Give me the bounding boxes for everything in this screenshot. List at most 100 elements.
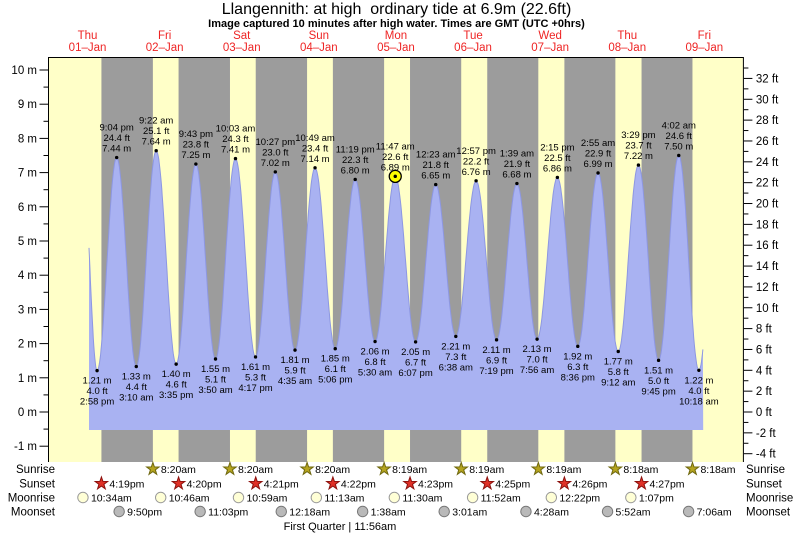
astro-row-label-right-sunset: Sunset — [746, 479, 783, 491]
tide-annotation-line: 1.22 m — [684, 375, 713, 386]
low-tide-annotation: 2.21 m7.3 ft6:38 am — [439, 334, 473, 373]
moonset-time: 4:28am — [534, 506, 569, 518]
tide-annotation-line: 23.7 ft — [625, 141, 652, 152]
tide-annotation-line: 23.0 ft — [262, 147, 289, 158]
day-label-date: 02–Jan — [146, 42, 184, 54]
moonrise-icon — [232, 491, 245, 504]
tide-annotation-line: 3:50 am — [198, 385, 232, 396]
low-tide-annotation: 1.33 m4.4 ft3:10 am — [119, 364, 154, 404]
tide-annotation-line: 2.21 m — [441, 341, 470, 352]
tide-point-dot — [154, 149, 158, 153]
tide-point-dot — [656, 358, 661, 363]
tide-annotation-line: 25.1 ft — [143, 126, 170, 137]
tide-annotation-line: 6.99 m — [584, 159, 613, 170]
tide-annotation-line: 1.92 m — [563, 351, 592, 362]
tide-annotation-line: 7.41 m — [221, 145, 250, 156]
tide-point-dot — [515, 181, 519, 186]
tide-annotation-line: 1.40 m — [162, 369, 191, 380]
tide-annotation-line: 7.22 m — [624, 151, 653, 162]
day-label-dow: Thu — [617, 30, 637, 42]
y-axis-right-label: 28 ft — [756, 115, 779, 127]
moonset-icon — [520, 505, 532, 518]
moonrise-time: 10:34am — [91, 492, 132, 504]
tide-annotation-line: 4.6 ft — [166, 380, 187, 391]
tide-annotation-line: 23.8 ft — [183, 140, 210, 151]
sunrise-icon — [607, 460, 624, 476]
tide-annotation-line: 5.8 ft — [608, 367, 629, 378]
day-label-date: 05–Jan — [377, 42, 415, 54]
tide-point-dot — [454, 334, 458, 339]
tide-annotation-line: 6.65 m — [421, 171, 450, 182]
tide-annotation-line: 22.9 ft — [585, 148, 612, 159]
day-label-dow: Sat — [233, 30, 251, 42]
sunset-time: 4:19pm — [109, 478, 144, 490]
tide-point-dot — [353, 177, 357, 182]
tide-annotation-line: 7.3 ft — [445, 352, 466, 363]
sunset-time: 4:21pm — [264, 478, 299, 490]
tide-annotation-line: 2:58 pm — [80, 397, 114, 408]
moonrise-time: 11:30am — [402, 492, 442, 504]
moonrise-icon — [388, 491, 401, 504]
tide-point-dot — [293, 348, 297, 352]
y-axis-left-label: 1 m — [18, 373, 37, 385]
chart-subtitle: Image captured 10 minutes after high wat… — [208, 18, 585, 30]
tide-annotation-line: 4.4 ft — [126, 382, 147, 393]
moonset-time: 3:01am — [452, 506, 487, 518]
tide-annotation-line: 21.8 ft — [423, 160, 450, 171]
y-axis-right-label: 4 ft — [756, 365, 773, 377]
day-label-date: 07–Jan — [531, 42, 569, 54]
y-axis-left-label: 2 m — [18, 339, 37, 351]
y-axis-right-label: 26 ft — [756, 136, 779, 148]
tide-annotation-line: 6.9 ft — [486, 355, 507, 366]
tide-point-dot — [413, 340, 418, 344]
moonset-time: 11:03pm — [208, 506, 248, 518]
astro-row-label-right-moonrise: Moonrise — [746, 493, 793, 505]
tide-annotation-line: 6.80 m — [341, 165, 370, 176]
tide-annotation-line: 22.2 ft — [463, 156, 490, 167]
y-axis-right-label: 32 ft — [756, 73, 779, 85]
moon-phase-footer: First Quarter | 11:56am — [284, 521, 397, 533]
tide-point-dot — [474, 179, 478, 183]
y-axis-left-label: 7 m — [18, 168, 37, 180]
tide-annotation-line: 22.3 ft — [342, 155, 369, 166]
moonrise-icon — [77, 491, 89, 504]
moonrise-time: 12:22pm — [559, 492, 600, 504]
tide-annotation-line: 10:18 am — [679, 396, 719, 407]
day-label-dow: Fri — [158, 30, 171, 42]
sunrise-time: 8:20am — [315, 464, 350, 476]
day-label-date: 03–Jan — [223, 42, 261, 54]
y-axis-right-label: 18 ft — [756, 219, 779, 231]
moonrise-time: 11:52am — [481, 492, 521, 504]
astro-row-label-right-moonset: Moonset — [746, 507, 791, 519]
tide-annotation-line: 7.64 m — [142, 137, 171, 148]
moonset-icon — [682, 505, 695, 518]
tide-annotation-line: 7.14 m — [301, 154, 330, 165]
tide-annotation-line: 2:15 pm — [540, 142, 574, 153]
tide-point-dot — [697, 368, 701, 372]
y-axis-right-label: 20 ft — [756, 199, 779, 211]
tide-annotation-line: 1.85 m — [321, 354, 350, 365]
tide-annotation-line: 5.1 ft — [205, 374, 226, 385]
y-axis-right-label: 30 ft — [756, 94, 779, 106]
moonset-icon — [113, 505, 125, 518]
tide-point-dot — [596, 171, 600, 175]
low-tide-annotation: 2.13 m7.0 ft7:56 am — [520, 337, 554, 376]
sunset-time: 4:20pm — [187, 478, 222, 490]
tide-annotation-line: 4:17 pm — [238, 383, 272, 394]
tide-annotation-line: 12:57 pm — [456, 146, 496, 157]
low-tide-annotation: 1.85 m6.1 ft5:06 pm — [318, 347, 352, 386]
sunrise-time: 8:20am — [238, 464, 273, 476]
moonset-time: 9:50pm — [127, 506, 162, 518]
sunrise-icon — [376, 460, 392, 476]
tide-annotation-line: 8:36 pm — [561, 372, 595, 383]
